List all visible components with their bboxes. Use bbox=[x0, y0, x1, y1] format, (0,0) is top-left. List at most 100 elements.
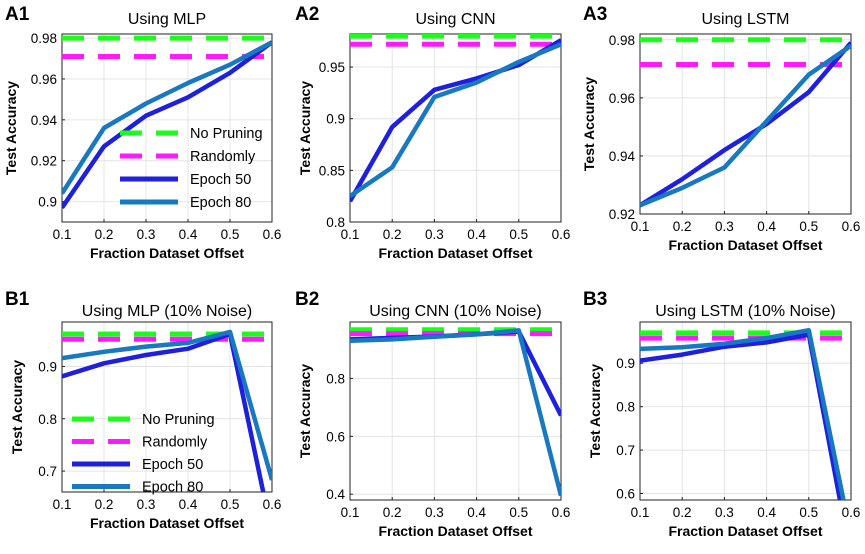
y-axis-label: Test Accuracy bbox=[297, 81, 313, 175]
panel-a2: 0.1 0.2 0.3 0.4 0.5 0.6 0.8 0.85 0.9 0.95 Fraction… bbox=[295, 4, 570, 261]
series-group bbox=[62, 35, 272, 209]
x-tick-label: 0.5 bbox=[799, 505, 818, 520]
legend-label: Randomly bbox=[190, 149, 256, 165]
y-tick-label: 0.9 bbox=[326, 112, 345, 127]
series-epoch-50 bbox=[62, 331, 266, 492]
panel-label: A2 bbox=[295, 4, 319, 25]
panel-a3: 0.1 0.2 0.3 0.4 0.5 0.6 0.92 0.94 0.96 0.98 Fracti… bbox=[581, 4, 860, 253]
x-axis-label: Fraction Dataset Offset bbox=[378, 523, 532, 539]
y-tick-label: 0.8 bbox=[326, 215, 345, 230]
series-epoch-50 bbox=[640, 41, 851, 208]
x-tick-label: 0.2 bbox=[95, 497, 114, 512]
x-tick-label: 0.4 bbox=[757, 219, 776, 234]
y-tick-label: 0.8 bbox=[326, 371, 345, 386]
panel-b3: 0.1 0.2 0.3 0.4 0.5 0.6 0.6 0.7 0.8 0.9 Fraction D… bbox=[583, 289, 861, 539]
y-tick-label: 0.92 bbox=[31, 154, 57, 169]
y-tick-label: 0.96 bbox=[609, 91, 635, 106]
x-tick-label: 0.2 bbox=[383, 505, 402, 520]
x-tick-label: 0.6 bbox=[263, 497, 282, 512]
y-tick-label: 0.7 bbox=[616, 443, 635, 458]
series-epoch-50 bbox=[62, 40, 272, 209]
x-tick-label: 0.3 bbox=[715, 219, 734, 234]
x-tick-label: 0.6 bbox=[842, 505, 861, 520]
y-tick-label: 0.6 bbox=[616, 486, 635, 501]
x-tick-label: 0.5 bbox=[509, 505, 528, 520]
x-tick-label: 0.5 bbox=[221, 227, 240, 242]
x-tick-label: 0.4 bbox=[467, 227, 486, 242]
x-tick-label: 0.3 bbox=[425, 505, 444, 520]
x-axis-label: Fraction Dataset Offset bbox=[668, 237, 822, 253]
panel-label: B1 bbox=[5, 289, 30, 310]
x-tick-label: 0.3 bbox=[425, 227, 444, 242]
y-axis-label: Test Accuracy bbox=[9, 360, 25, 454]
y-tick-label: 0.9 bbox=[616, 356, 635, 371]
panel-b1: 0.1 0.2 0.3 0.4 0.5 0.6 0.7 0.8 0.9 Fraction Data… bbox=[5, 289, 282, 531]
series-group bbox=[350, 34, 561, 203]
x-tick-label: 0.4 bbox=[467, 505, 486, 520]
chart-title: Using CNN (10% Noise) bbox=[369, 303, 542, 320]
y-tick-label: 0.4 bbox=[326, 487, 345, 502]
y-tick-label: 0.92 bbox=[609, 207, 635, 222]
y-tick-label: 0.96 bbox=[31, 72, 57, 87]
y-tick-label: 0.9 bbox=[38, 195, 57, 210]
x-axis-label: Fraction Dataset Offset bbox=[378, 245, 532, 261]
y-tick-label: 0.8 bbox=[616, 400, 635, 415]
x-tick-label: 0.1 bbox=[53, 497, 72, 512]
x-tick-label: 0.1 bbox=[341, 505, 360, 520]
x-tick-label: 0.1 bbox=[631, 505, 650, 520]
legend-label: Epoch 50 bbox=[142, 457, 203, 473]
y-tick-label: 0.98 bbox=[31, 31, 57, 46]
plot-area bbox=[350, 34, 561, 222]
x-tick-label: 0.4 bbox=[179, 497, 198, 512]
legend-label: Epoch 80 bbox=[142, 480, 203, 496]
legend-b1: No Pruning Randomly Epoch 50 Epoch 80 bbox=[72, 412, 215, 496]
panel-label: A3 bbox=[583, 4, 607, 25]
axes-frame bbox=[639, 321, 852, 501]
series-epoch-80 bbox=[350, 42, 561, 199]
chart-title: Using MLP bbox=[128, 11, 206, 28]
series-epoch-80 bbox=[62, 329, 272, 481]
x-tick-label: 0.4 bbox=[757, 505, 776, 520]
chart-title: Using LSTM (10% Noise) bbox=[655, 303, 836, 320]
x-tick-label: 0.3 bbox=[137, 497, 156, 512]
y-tick-label: 0.98 bbox=[609, 33, 635, 48]
x-tick-label: 0.6 bbox=[552, 227, 571, 242]
legend-label: Epoch 80 bbox=[190, 195, 251, 211]
axes-frame bbox=[349, 33, 562, 223]
x-tick-label: 0.3 bbox=[715, 505, 734, 520]
chart-title: Using MLP (10% Noise) bbox=[82, 303, 252, 320]
x-tick-label: 0.1 bbox=[631, 219, 650, 234]
legend-label: Randomly bbox=[142, 435, 208, 451]
y-tick-label: 0.85 bbox=[319, 163, 345, 178]
series-epoch-80 bbox=[640, 327, 846, 500]
series-epoch-80 bbox=[62, 40, 272, 195]
y-axis-label: Test Accuracy bbox=[581, 77, 597, 171]
y-axis-label: Test Accuracy bbox=[587, 364, 603, 458]
y-tick-label: 0.7 bbox=[38, 464, 57, 479]
chart-title: Using LSTM bbox=[701, 11, 789, 28]
series-group bbox=[640, 37, 851, 208]
y-tick-label: 0.9 bbox=[38, 359, 57, 374]
x-tick-label: 0.4 bbox=[179, 227, 198, 242]
x-tick-label: 0.2 bbox=[95, 227, 114, 242]
panel-a1: 0.1 0.2 0.3 0.4 0.5 0.6 0.9 0.92 0.94 0.96 0.98 Fra… bbox=[3, 4, 281, 261]
panel-label: A1 bbox=[5, 4, 30, 25]
x-tick-label: 0.1 bbox=[341, 227, 360, 242]
x-axis-label: Fraction Dataset Offset bbox=[90, 515, 244, 531]
series-epoch-80 bbox=[640, 43, 851, 208]
series-epoch-80 bbox=[350, 328, 561, 497]
y-tick-label: 0.94 bbox=[31, 113, 58, 128]
x-tick-label: 0.3 bbox=[137, 227, 156, 242]
axes-frame bbox=[639, 33, 852, 215]
legend-label: No Pruning bbox=[190, 126, 263, 142]
y-axis-label: Test Accuracy bbox=[297, 364, 313, 458]
x-tick-label: 0.5 bbox=[799, 219, 818, 234]
x-tick-label: 0.6 bbox=[263, 227, 282, 242]
legend-a1: No Pruning Randomly Epoch 50 Epoch 80 bbox=[120, 126, 263, 211]
panel-label: B2 bbox=[295, 289, 319, 310]
legend-label: Epoch 50 bbox=[190, 172, 251, 188]
x-tick-label: 0.2 bbox=[673, 505, 692, 520]
panel-b2: 0.1 0.2 0.3 0.4 0.5 0.6 0.4 0.6 0.8 Fraction Data… bbox=[295, 289, 570, 539]
x-axis-label: Fraction Dataset Offset bbox=[90, 245, 244, 261]
